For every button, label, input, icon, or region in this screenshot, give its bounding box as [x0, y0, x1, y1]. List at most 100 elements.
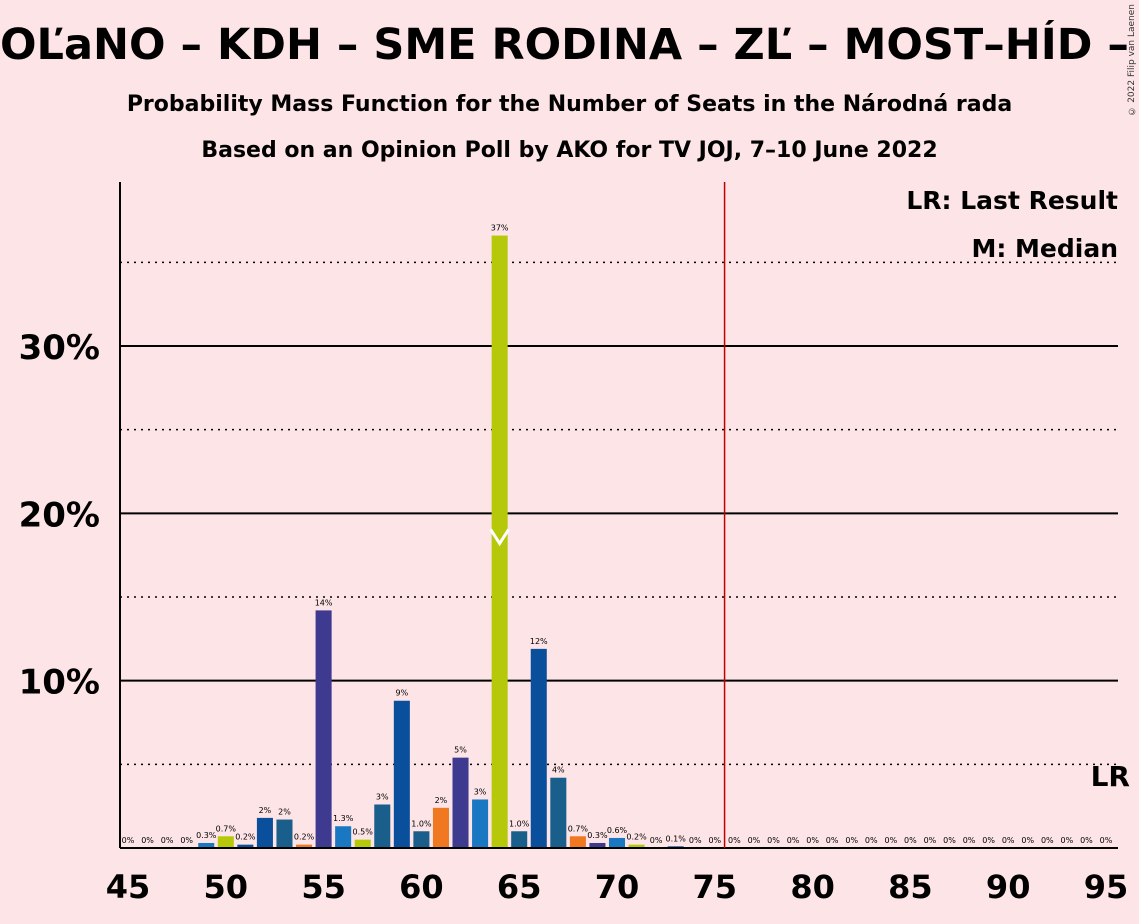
- bar-value-label: 2%: [278, 808, 291, 817]
- bar-value-label: 0.3%: [587, 831, 608, 840]
- bar-value-label: 0%: [982, 836, 995, 845]
- bar-value-label: 0%: [924, 836, 937, 845]
- chart-subtitle: Probability Mass Function for the Number…: [126, 92, 1013, 117]
- bar-seat-49: [198, 842, 215, 848]
- bar-value-label: 0%: [161, 836, 174, 845]
- x-tick-label: 90: [986, 868, 1031, 906]
- bar-value-label: 0.6%: [607, 826, 628, 835]
- bar-seat-54: [296, 844, 313, 848]
- bar-value-label: 37%: [491, 224, 509, 233]
- overlay-group: [489, 182, 726, 848]
- bar-seat-53: [276, 819, 293, 848]
- x-tick-label: 55: [301, 868, 346, 906]
- bar-value-label: 0%: [884, 836, 897, 845]
- bar-seat-62: [452, 757, 469, 848]
- bar-seat-71: [628, 844, 645, 848]
- bar-seat-61: [432, 807, 449, 848]
- bar-value-label: 0.7%: [568, 824, 589, 833]
- bar-value-label: 0%: [904, 836, 917, 845]
- bar-value-label: 0%: [845, 836, 858, 845]
- bar-value-label: 0%: [806, 836, 819, 845]
- y-tick-label: 10%: [19, 663, 100, 703]
- x-tick-label: 70: [595, 868, 640, 906]
- x-tick-label: 85: [888, 868, 933, 906]
- grid-lines: 10% 20% 30%: [19, 261, 1118, 766]
- bar-seat-69: [589, 842, 606, 848]
- bar-value-label: 0%: [180, 836, 193, 845]
- bar-value-label: 1.3%: [333, 814, 354, 823]
- x-tick-label: 60: [399, 868, 444, 906]
- bar-value-label: 12%: [530, 637, 548, 646]
- chart-source-subtitle: Based on an Opinion Poll by AKO for TV J…: [201, 138, 938, 163]
- bar-seat-51: [237, 844, 254, 848]
- bar-value-label: 9%: [395, 689, 408, 698]
- bar-seat-68: [569, 836, 586, 848]
- y-tick-label: 30%: [19, 328, 100, 368]
- median-marker: [489, 528, 510, 547]
- x-tick-label: 45: [106, 868, 151, 906]
- bar-value-label: 0%: [1041, 836, 1054, 845]
- bar-value-label: 0%: [748, 836, 761, 845]
- chart-title: OĽaNO – KDH – SME RODINA – ZĽ – MOST–HÍD…: [0, 20, 1139, 70]
- bar-value-label: 0.1%: [666, 834, 687, 843]
- bar-value-label: 0.2%: [294, 833, 315, 842]
- legend-last-result: LR: Last Result: [906, 186, 1118, 215]
- bar-value-label: 2%: [259, 806, 272, 815]
- bar-value-label: 0.7%: [216, 824, 237, 833]
- bar-seat-50: [217, 836, 234, 848]
- bar-seat-70: [608, 837, 626, 848]
- bar-value-label: 0%: [1100, 836, 1113, 845]
- bar-value-label: 0.2%: [235, 833, 256, 842]
- bar-value-label: 3%: [474, 787, 487, 796]
- axes-group: 45 50 55 60 65 70 75 80 85 90 95: [106, 182, 1129, 906]
- bar-seat-66: [530, 648, 547, 848]
- bar-value-label: 3%: [376, 792, 389, 801]
- bar-seat-60: [413, 831, 430, 848]
- bar-seat-59: [393, 700, 410, 848]
- bar-value-label: 0%: [1080, 836, 1093, 845]
- bar-seat-57: [354, 839, 371, 848]
- bar-value-label: 0%: [787, 836, 800, 845]
- bar-value-label: 1.0%: [411, 819, 432, 828]
- bar-value-label: 0%: [1002, 836, 1015, 845]
- x-tick-label: 50: [204, 868, 249, 906]
- bar-seat-65: [511, 831, 528, 848]
- bar-value-label: 14%: [315, 598, 333, 607]
- bar-value-label: 0%: [122, 836, 135, 845]
- bar-value-label: 5%: [454, 746, 467, 755]
- bar-value-label: 0.5%: [353, 828, 374, 837]
- bar-seat-63: [472, 799, 489, 848]
- bar-value-label: 0%: [963, 836, 976, 845]
- bar-value-label: 0%: [943, 836, 956, 845]
- bar-seat-67: [550, 777, 567, 848]
- y-tick-label: 20%: [19, 495, 100, 535]
- bar-value-label: 2%: [435, 796, 448, 805]
- bar-value-label: 0%: [708, 836, 721, 845]
- x-tick-label: 80: [790, 868, 835, 906]
- bar-seat-52: [256, 817, 273, 848]
- bar-labels-group: 0% 0% 0% 0%0.3%0.7%0.2%2% 2%0.2%14%1.3%0.5%3…: [122, 224, 1113, 845]
- bar-value-label: 0%: [826, 836, 839, 845]
- bar-seat-55: [315, 610, 332, 848]
- bar-value-label: 0%: [1061, 836, 1074, 845]
- bar-value-label: 0%: [1021, 836, 1034, 845]
- x-tick-label: 65: [497, 868, 542, 906]
- bar-seat-56: [335, 826, 352, 848]
- bar-value-label: 0%: [141, 836, 154, 845]
- bar-value-label: 1.0%: [509, 819, 530, 828]
- bars-group: [198, 235, 684, 848]
- bar-value-label: 0.2%: [626, 833, 647, 842]
- bar-value-label: 0%: [650, 836, 663, 845]
- x-tick-label: 75: [693, 868, 738, 906]
- last-result-marker-label: LR: [1091, 760, 1130, 793]
- x-tick-label: 95: [1084, 868, 1129, 906]
- bar-seat-58: [374, 804, 391, 848]
- bar-value-label: 4%: [552, 766, 565, 775]
- bar-value-label: 0%: [865, 836, 878, 845]
- bar-value-label: 0%: [728, 836, 741, 845]
- bar-value-label: 0.3%: [196, 831, 217, 840]
- bar-value-label: 0%: [689, 836, 702, 845]
- legend-median: M: Median: [971, 234, 1118, 263]
- bar-value-label: 0%: [767, 836, 780, 845]
